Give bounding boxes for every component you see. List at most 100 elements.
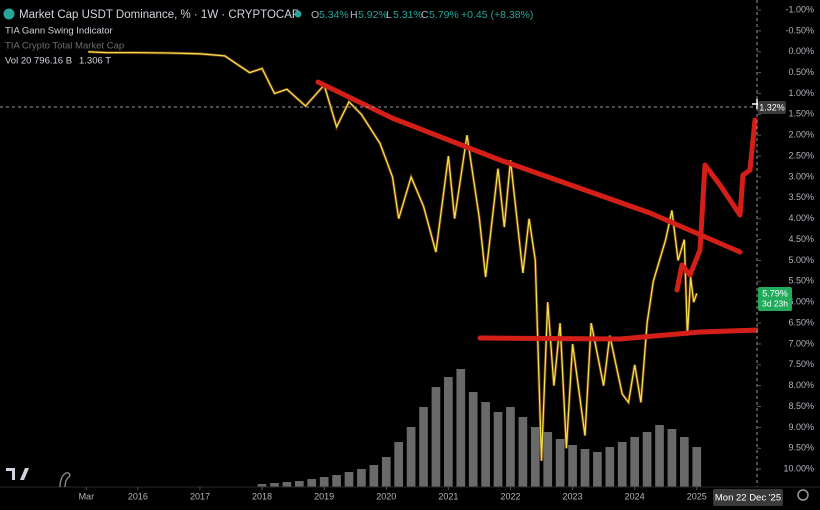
ohlc-value: 5.92% <box>358 9 388 21</box>
y-tick-label: 3.50% <box>788 192 814 202</box>
x-tick-label: 2021 <box>438 491 458 501</box>
ohlc-value: 5.31% <box>393 9 423 21</box>
y-tick-label: 9.00% <box>788 422 814 432</box>
brand-logo <box>6 468 29 480</box>
plot-area <box>88 50 702 487</box>
crosshair-date: Mon 22 Dec '25 <box>715 493 781 504</box>
x-tick-label: 2019 <box>314 491 334 501</box>
y-tick-label: 7.00% <box>788 338 814 348</box>
volume-bar <box>692 447 702 487</box>
volume-bar <box>568 445 577 487</box>
indicator-name: TIA Gann Swing Indicator <box>5 26 113 37</box>
symbol-icon <box>3 8 15 20</box>
volume-bar <box>344 472 354 487</box>
volume-bar <box>506 407 515 487</box>
y-tick-label: 0.00% <box>788 46 814 56</box>
drawing-tool-icon[interactable] <box>59 472 71 488</box>
x-tick-label: 2024 <box>625 491 645 501</box>
y-tick-label: 5.50% <box>788 276 814 286</box>
y-tick-label: 3.00% <box>788 171 814 181</box>
ohlc-label: H <box>350 9 358 21</box>
symbol-title: Market Cap USDT Dominance, % · 1W · CRYP… <box>19 9 300 21</box>
y-tick-label: 7.50% <box>788 359 814 369</box>
y-tick-label: 4.50% <box>788 234 814 244</box>
axes: -1.00% -0.50% 0.00% 0.50% 1.00% 1.50% 2.00% 2.5… <box>79 4 814 501</box>
volume-bar <box>605 447 615 487</box>
change-value: +0.45 (+8.38%) <box>461 9 533 21</box>
ohlc-label: O <box>311 9 319 21</box>
x-tick-label: 2020 <box>376 491 396 501</box>
countdown: 3d 23h <box>762 298 788 308</box>
volume-bar <box>667 429 677 487</box>
volume-bar <box>580 449 590 487</box>
volume-bar <box>319 477 329 487</box>
y-tick-label: 9.50% <box>788 443 814 453</box>
market-status <box>294 10 302 18</box>
volume-bar <box>642 432 652 487</box>
x-tick-label: Mar <box>79 491 95 501</box>
volume-bar <box>444 377 453 487</box>
volume-bar <box>555 439 565 487</box>
y-tick-label: 10.00% <box>783 464 814 474</box>
y-tick-label: 1.00% <box>788 88 814 98</box>
volume-bar <box>394 442 404 487</box>
volume-ma: 1.306 T <box>79 56 111 67</box>
volume-bar <box>419 407 428 487</box>
y-tick-label: 0.50% <box>788 67 814 77</box>
price-line <box>88 51 698 461</box>
y-tick-label: 6.50% <box>788 317 814 327</box>
x-tick-label: 2025 <box>687 491 707 501</box>
volume-bar <box>282 482 292 487</box>
x-tick-label: 2017 <box>190 491 210 501</box>
trendline-lower <box>477 327 763 342</box>
x-tick-label: 2023 <box>563 491 583 501</box>
settings-button[interactable] <box>797 489 809 501</box>
last-price: 5.79% <box>762 288 788 298</box>
ohlc-label: C <box>421 9 429 21</box>
ohlc-label: L <box>386 9 392 21</box>
y-tick-label: -0.50% <box>785 25 814 35</box>
y-tick-label: 2.50% <box>788 150 814 160</box>
volume-bar <box>655 425 664 487</box>
volume-bar <box>630 437 640 487</box>
y-tick-label: -1.00% <box>785 4 814 14</box>
volume-bar <box>543 432 553 487</box>
volume-bar <box>493 412 503 487</box>
y-tick-label: 2.00% <box>788 130 814 140</box>
volume-bar <box>406 427 416 487</box>
ohlc-value: 5.79% <box>429 9 459 21</box>
volume-bar <box>593 452 602 487</box>
volume-bar <box>257 484 267 487</box>
x-tick-label: 2016 <box>128 491 148 501</box>
x-tick-label: 2022 <box>500 491 520 501</box>
volume-bar <box>456 369 466 487</box>
last-price-box <box>758 287 792 311</box>
crosshair-price-box <box>758 101 786 114</box>
y-tick-label: 1.50% <box>788 109 814 119</box>
volume-bar <box>332 475 341 487</box>
price-axis <box>758 0 820 487</box>
volume-bar <box>468 392 478 487</box>
overlay-name: TIA Crypto Total Market Cap <box>5 41 124 52</box>
y-tick-label: 5.00% <box>788 255 814 265</box>
volume-bar <box>481 402 490 487</box>
x-tick-label: 2018 <box>252 491 272 501</box>
volume-bar <box>294 481 304 487</box>
volume-bar <box>357 469 366 487</box>
forecast-drawing <box>674 117 758 293</box>
crosshair-price: 1.32% <box>759 102 785 112</box>
y-tick-label: 4.00% <box>788 213 814 223</box>
volume-bar <box>270 483 279 487</box>
y-tick-label: 6.00% <box>788 297 814 307</box>
annotations <box>315 79 763 342</box>
trendline-upper <box>315 79 743 255</box>
volume-bar <box>679 437 689 487</box>
volume-value: 796.16 B <box>34 56 72 67</box>
volume-bar <box>617 442 627 487</box>
ohlc-value: 5.34% <box>319 9 349 21</box>
volume-bar <box>518 417 528 487</box>
y-tick-label: 8.00% <box>788 380 814 390</box>
volume-bar <box>307 479 317 487</box>
crosshair-date-box <box>713 489 783 506</box>
